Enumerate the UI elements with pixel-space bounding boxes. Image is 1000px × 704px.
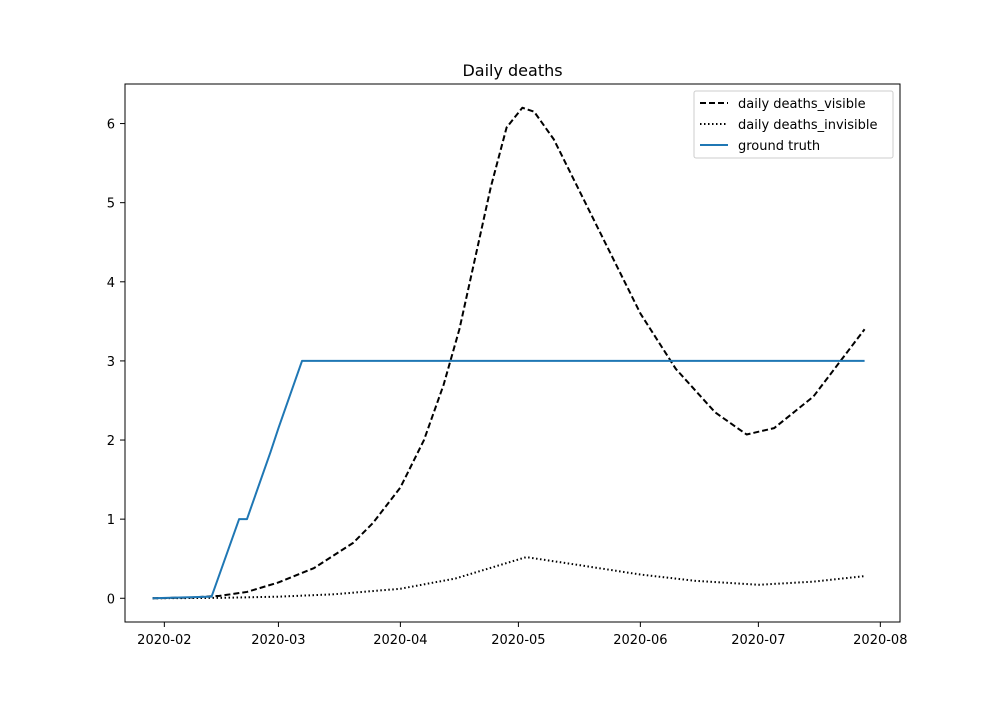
y-tick-label: 1: [107, 513, 115, 528]
series-line-3: [152, 359, 865, 600]
plot-lines: [152, 106, 866, 600]
legend-box: [693, 90, 894, 159]
x-tick-label: 2020-08: [853, 633, 907, 648]
y-tick-label: 6: [107, 118, 115, 133]
y-axis: 0 1 2 3 4 5 6: [107, 118, 125, 607]
y-tick-label: 0: [107, 592, 115, 607]
x-tick-label: 2020-07: [731, 633, 785, 648]
legend-label-2: daily deaths_invisible: [738, 118, 878, 133]
chart-title: Daily deaths: [462, 61, 562, 80]
y-tick-label: 4: [107, 276, 115, 291]
y-tick-label: 3: [107, 355, 115, 370]
plot-frame: [124, 83, 901, 623]
legend-label-3: ground truth: [738, 139, 820, 154]
x-tick-label: 2020-03: [251, 633, 305, 648]
series-line-2: [152, 556, 865, 600]
x-tick-label: 2020-06: [613, 633, 667, 648]
y-tick-label: 2: [107, 434, 115, 449]
y-tick-label: 5: [107, 197, 115, 212]
x-tick-label: 2020-05: [491, 633, 545, 648]
x-axis: 2020-02 2020-03 2020-04 2020-05 2020-06 2020-…: [137, 622, 907, 648]
x-tick-label: 2020-04: [373, 633, 427, 648]
x-tick-label: 2020-02: [137, 633, 191, 648]
series-line-1: [152, 106, 866, 600]
legend-label-1: daily deaths_visible: [738, 97, 866, 112]
